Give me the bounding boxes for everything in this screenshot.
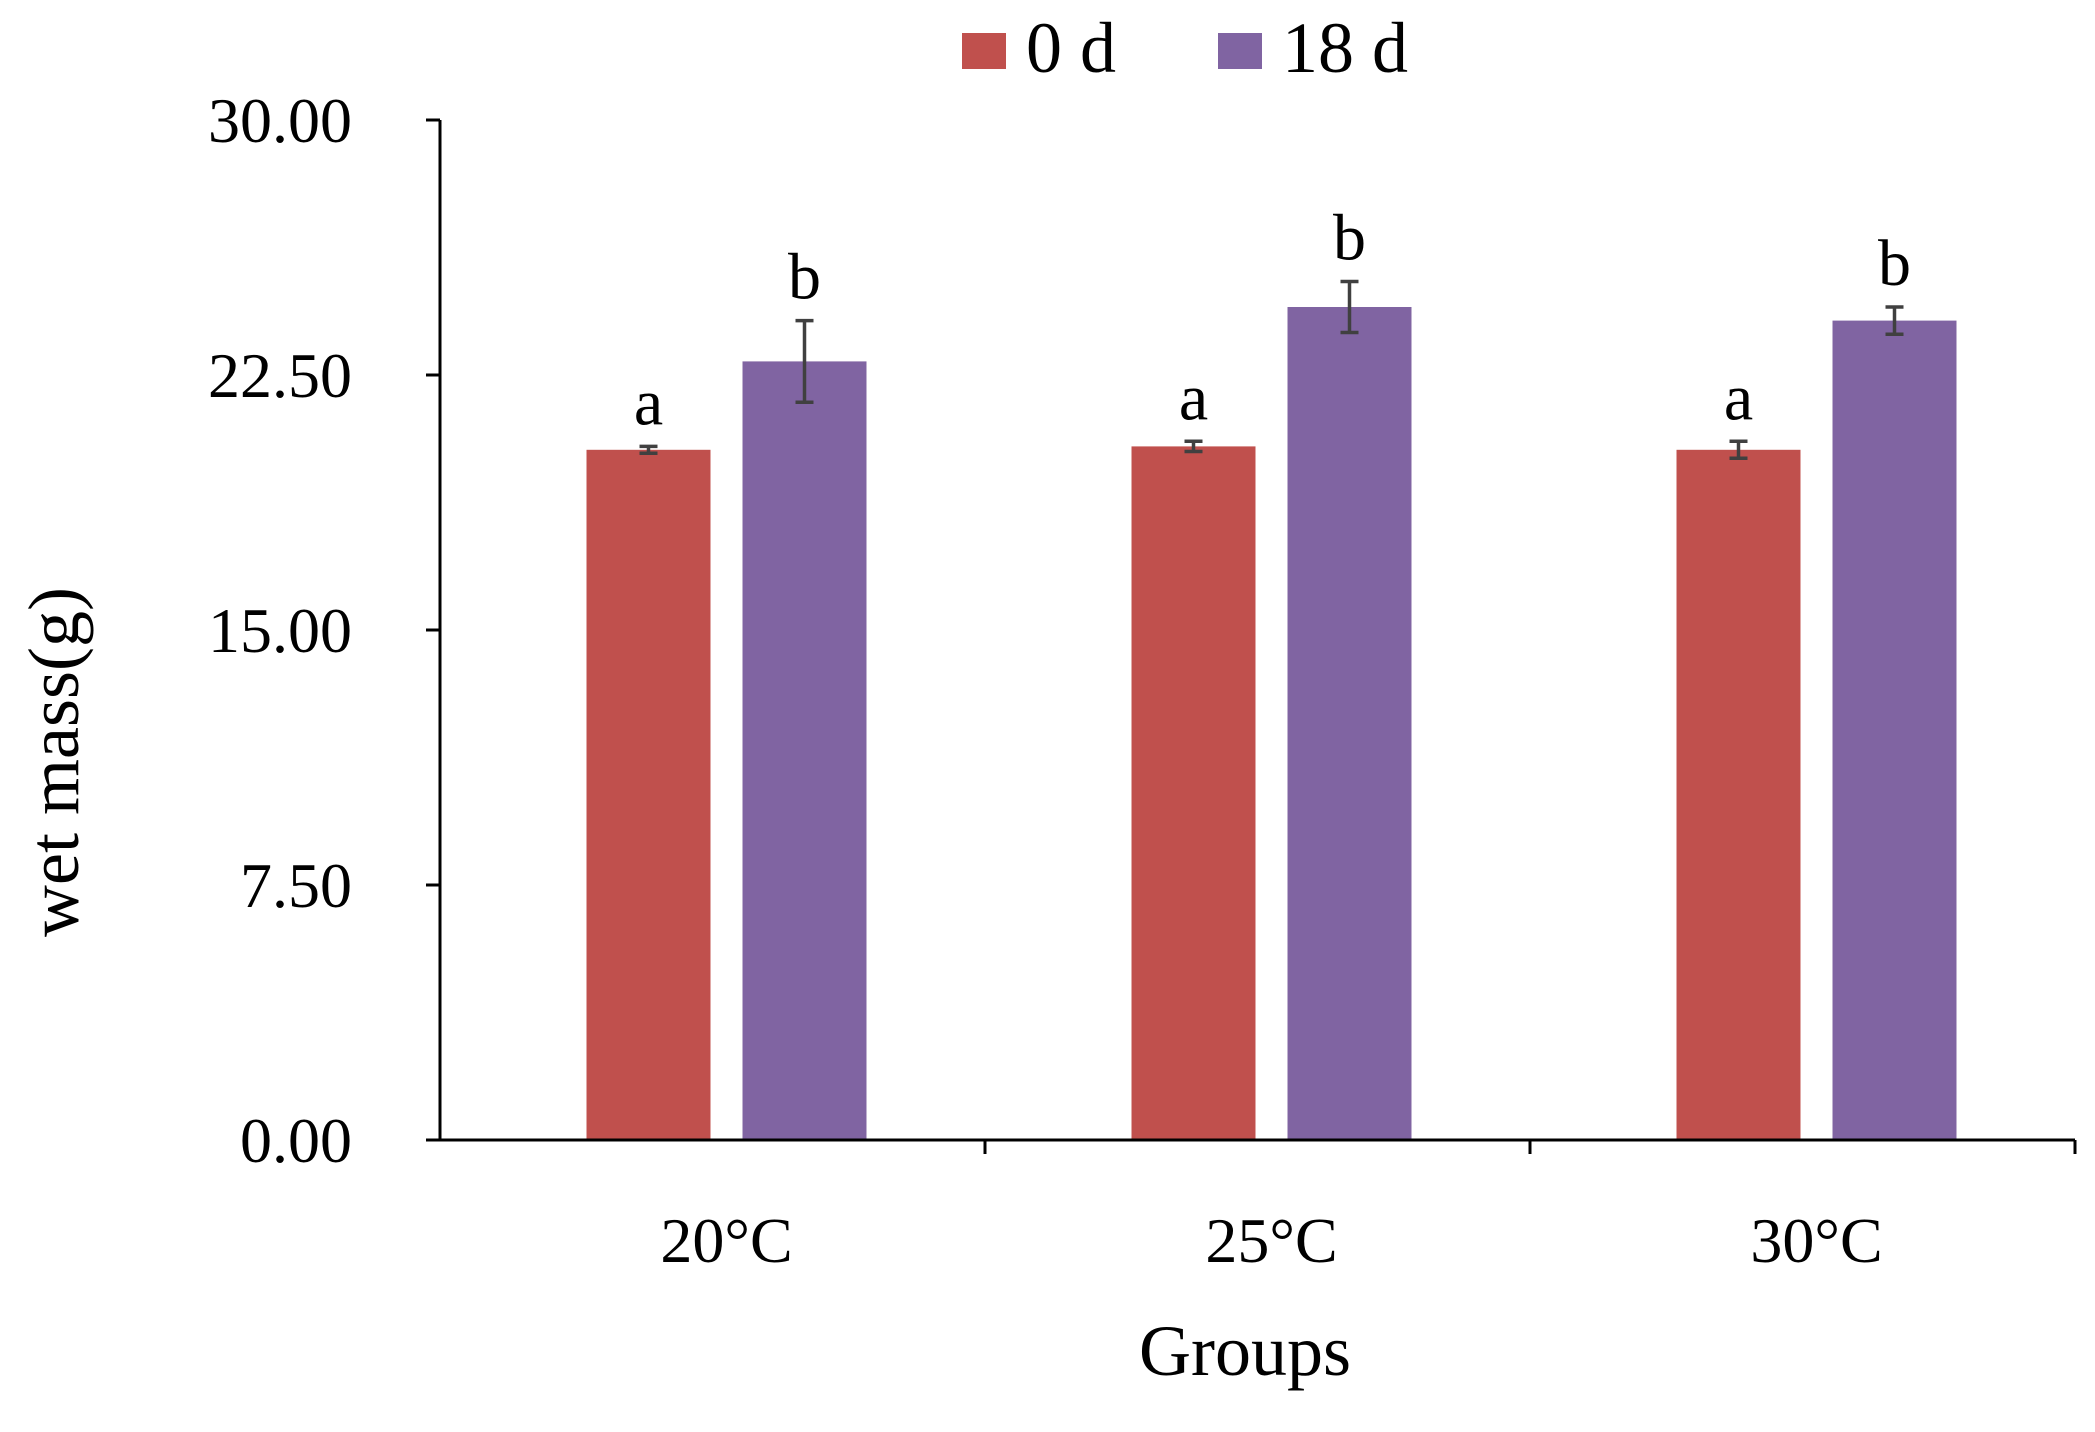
y-tick-label: 0.00 <box>240 1105 352 1176</box>
bar-18d-1 <box>1287 307 1412 1140</box>
y-tick-label: 7.50 <box>240 850 352 921</box>
legend-label: 0 d <box>1026 8 1116 88</box>
bar-0d-2 <box>1676 449 1801 1140</box>
y-axis-title: wet mass(g) <box>14 587 94 937</box>
axes <box>438 120 2075 1142</box>
significance-labels: a b a b a b <box>634 202 1911 440</box>
y-axis-ticks: 0.00 7.50 15.00 22.50 30.00 <box>208 85 440 1176</box>
significance-letter: a <box>634 366 663 439</box>
significance-letter: b <box>1333 202 1366 275</box>
x-tick-label: 30°C <box>1750 1205 1882 1276</box>
bars <box>586 307 1957 1141</box>
bar-0d-1 <box>1131 446 1256 1140</box>
significance-letter: b <box>788 241 821 314</box>
y-tick-label: 30.00 <box>208 85 352 156</box>
legend-swatch-0d <box>962 33 1006 69</box>
y-tick-label: 15.00 <box>208 595 352 666</box>
bar-18d-2 <box>1832 320 1957 1141</box>
significance-letter: a <box>1179 361 1208 434</box>
x-axis-title: Groups <box>1139 1311 1351 1391</box>
x-tick-label: 25°C <box>1205 1205 1337 1276</box>
x-axis-ticks: 20°C 25°C 30°C <box>660 1140 2077 1276</box>
significance-letter: a <box>1724 361 1753 434</box>
legend-swatch-18d <box>1218 33 1262 69</box>
significance-letter: b <box>1878 227 1911 300</box>
x-tick-label: 20°C <box>660 1205 792 1276</box>
error-bars <box>639 279 1904 461</box>
y-tick-label: 22.50 <box>208 340 352 411</box>
bar-18d-0 <box>742 361 867 1140</box>
legend-label: 18 d <box>1282 8 1408 88</box>
legend: 0 d 18 d <box>962 8 1408 88</box>
bar-0d-0 <box>586 449 711 1140</box>
